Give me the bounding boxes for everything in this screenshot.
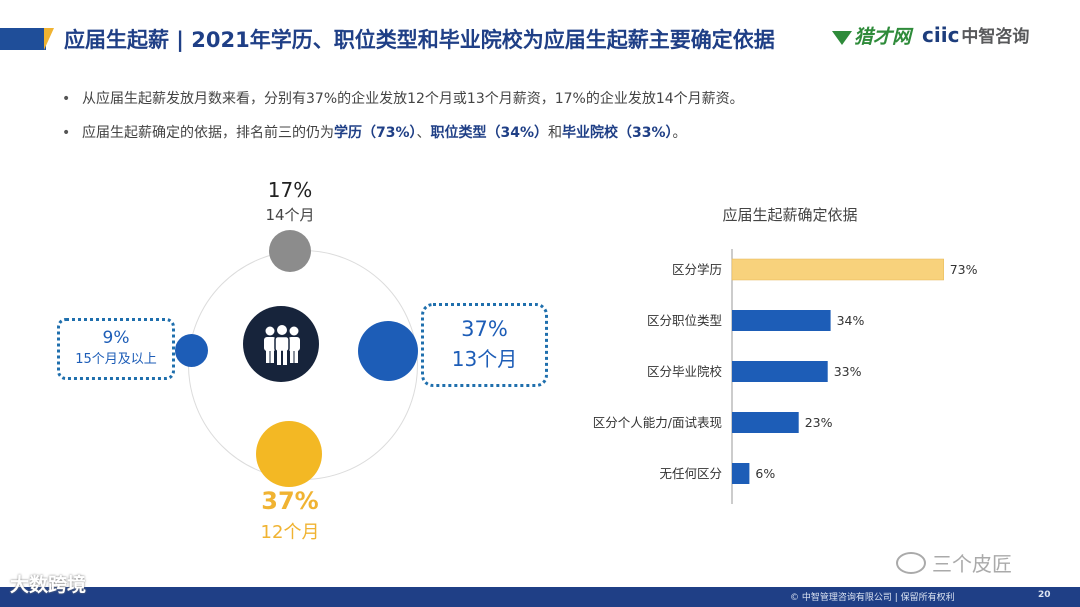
bar-0 xyxy=(731,258,944,281)
bullet-2-sep-2: 和 xyxy=(548,125,563,141)
footer-brand: 大数跨境 xyxy=(10,574,87,596)
category-label-0: 区分学历 xyxy=(672,262,722,277)
bar-3 xyxy=(732,412,799,433)
circle-12-months xyxy=(256,421,322,487)
bullet-2-suffix: 。 xyxy=(672,125,687,141)
bullet-1: • 从应届生起薪发放月数来看，分别有37%的企业发放12个月或13个月薪资，17%… xyxy=(62,88,744,108)
basis-bar-chart: 区分学历 73% 区分职位类型 34% 区分毕业院校 33% 区分个人能力/面试表现 23% 无… xyxy=(593,249,978,504)
watermark: 三个皮匠 xyxy=(896,548,1012,577)
header-accent-bar xyxy=(0,28,46,50)
bullet-2-bold-3: 毕业院校（33%） xyxy=(562,125,673,141)
liecai-logo-icon xyxy=(832,30,852,45)
circle-15plus-months xyxy=(175,334,208,367)
page-number: 20 xyxy=(1038,590,1051,600)
watermark-text: 三个皮匠 xyxy=(932,552,1012,576)
right-callout-box xyxy=(421,303,548,387)
bar-1 xyxy=(732,310,831,331)
value-label-1: 34% xyxy=(837,313,865,328)
left-callout-box xyxy=(57,318,175,380)
circle-14-months xyxy=(269,230,311,272)
bullet-2-bold-1: 学历（73%） xyxy=(334,125,417,141)
value-label-2: 33% xyxy=(834,364,862,379)
category-label-4: 无任何区分 xyxy=(659,466,722,481)
value-label-0: 73% xyxy=(950,262,978,277)
logo-ciic: ciic 中智咨询 xyxy=(922,22,1029,47)
people-group-icon xyxy=(264,325,300,365)
bar-4 xyxy=(732,463,750,484)
logo-liecai: 猎才网 xyxy=(832,22,911,49)
footer-bar xyxy=(0,587,1080,607)
bullet-1-text: 从应届生起薪发放月数来看，分别有37%的企业发放12个月或13个月薪资，17%的… xyxy=(82,91,744,107)
bullet-dot-icon: • xyxy=(62,125,71,141)
bullet-2: • 应届生起薪确定的依据，排名前三的仍为学历（73%）、职位类型（34%）和毕业院… xyxy=(62,122,687,142)
logo-ciic-latin: ciic xyxy=(922,23,960,47)
right-pct: 37% xyxy=(461,317,508,341)
bullet-2-prefix: 应届生起薪确定的依据，排名前三的仍为 xyxy=(82,125,334,141)
bar-2 xyxy=(732,361,828,382)
page-title: 应届生起薪 | 2021年学历、职位类型和毕业院校为应届生起薪主要确定依据 xyxy=(64,28,775,52)
category-label-2: 区分毕业院校 xyxy=(647,364,723,379)
bullet-dot-icon: • xyxy=(62,91,71,107)
wechat-icon xyxy=(896,552,926,574)
bottom-pct: 37% xyxy=(261,487,319,515)
bullet-2-bold-2: 职位类型（34%） xyxy=(430,125,549,141)
top-pct: 17% xyxy=(267,178,313,202)
value-label-4: 6% xyxy=(755,466,775,481)
value-label-3: 23% xyxy=(805,415,833,430)
logo-ciic-cn: 中智咨询 xyxy=(961,27,1030,47)
left-pct: 9% xyxy=(102,328,130,348)
left-label: 15个月及以上 xyxy=(75,352,157,367)
category-label-3: 区分个人能力/面试表现 xyxy=(593,415,722,430)
circle-13-months xyxy=(358,321,418,381)
footer-copyright: © 中智管理咨询有限公司 | 保留所有权利 xyxy=(790,593,955,603)
logo-liecai-text: 猎才网 xyxy=(854,26,912,48)
right-label: 13个月 xyxy=(451,347,518,371)
bullet-2-sep-1: 、 xyxy=(416,125,431,141)
header-accent-slash xyxy=(44,28,54,50)
bottom-label: 12个月 xyxy=(260,522,320,543)
category-label-1: 区分职位类型 xyxy=(647,313,722,328)
chart-title: 应届生起薪确定依据 xyxy=(722,206,858,224)
top-label: 14个月 xyxy=(265,206,315,224)
